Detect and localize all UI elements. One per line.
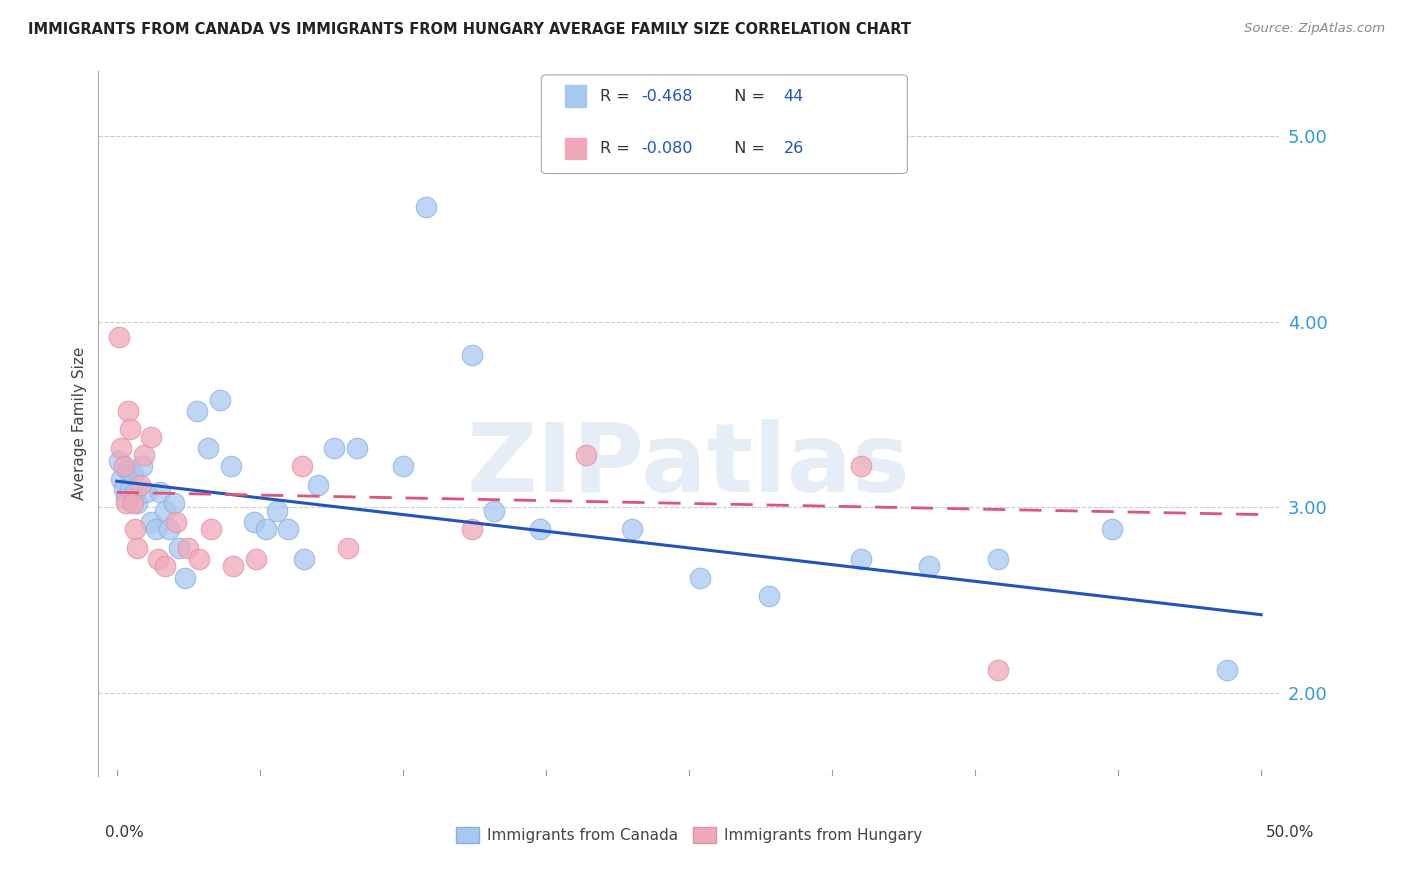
Point [176, 541, 198, 555]
Point [117, 403, 139, 417]
Point [294, 552, 316, 566]
Text: 44: 44 [783, 88, 804, 103]
Point [112, 482, 135, 496]
Text: N =: N = [724, 88, 770, 103]
Point [460, 523, 482, 537]
Point [108, 454, 131, 468]
Point [197, 441, 219, 455]
Point [120, 482, 142, 496]
Text: -0.468: -0.468 [641, 88, 693, 103]
Point [121, 496, 143, 510]
Point [245, 552, 267, 566]
Text: R =: R = [600, 88, 636, 103]
Text: R =: R = [600, 141, 636, 156]
Point [575, 448, 598, 462]
Point [139, 515, 162, 529]
Point [174, 571, 197, 585]
Bar [565, 86, 586, 107]
Point [266, 504, 288, 518]
Point [149, 485, 172, 500]
Point [165, 515, 187, 529]
Legend: Immigrants from Canada, Immigrants from Hungary: Immigrants from Canada, Immigrants from … [450, 822, 928, 849]
Point [307, 478, 329, 492]
Text: IMMIGRANTS FROM CANADA VS IMMIGRANTS FROM HUNGARY AVERAGE FAMILY SIZE CORRELATIO: IMMIGRANTS FROM CANADA VS IMMIGRANTS FRO… [28, 22, 911, 37]
Point [117, 463, 139, 477]
Point [484, 504, 506, 518]
Point [346, 441, 368, 455]
Point [987, 664, 1010, 678]
Point [120, 422, 142, 436]
Point [124, 485, 146, 500]
FancyBboxPatch shape [541, 75, 907, 174]
Point [110, 441, 132, 455]
Point [108, 329, 131, 343]
Point [254, 523, 277, 537]
Point [415, 200, 437, 214]
Point [146, 552, 169, 566]
Point [127, 496, 149, 510]
Point [219, 459, 242, 474]
Point [291, 459, 314, 474]
Text: 0.0%: 0.0% [105, 825, 145, 840]
Point [336, 541, 359, 555]
Point [110, 472, 132, 486]
Point [135, 485, 157, 500]
Point [222, 559, 245, 574]
Text: ZIPatlas: ZIPatlas [467, 419, 911, 513]
Point [200, 523, 222, 537]
Point [323, 441, 346, 455]
Point [277, 523, 299, 537]
Point [186, 403, 208, 417]
Point [157, 523, 180, 537]
Point [145, 523, 167, 537]
Y-axis label: Average Family Size: Average Family Size [72, 347, 87, 500]
Point [139, 430, 162, 444]
Point [208, 392, 231, 407]
Point [163, 496, 186, 510]
Point [1101, 523, 1123, 537]
Point [188, 552, 211, 566]
Point [620, 523, 643, 537]
Text: -0.080: -0.080 [641, 141, 693, 156]
Point [115, 496, 138, 510]
Point [115, 491, 138, 505]
Text: 50.0%: 50.0% [1267, 825, 1315, 840]
Text: Source: ZipAtlas.com: Source: ZipAtlas.com [1244, 22, 1385, 36]
Point [1216, 664, 1239, 678]
Point [392, 459, 415, 474]
Point [529, 523, 551, 537]
Point [167, 541, 190, 555]
Point [153, 559, 176, 574]
Point [849, 459, 872, 474]
Point [134, 448, 156, 462]
Point [689, 571, 711, 585]
Point [918, 559, 941, 574]
Point [121, 467, 143, 481]
Text: 26: 26 [783, 141, 804, 156]
Bar [565, 138, 586, 160]
Point [124, 523, 146, 537]
Point [127, 541, 149, 555]
Point [243, 515, 266, 529]
Text: N =: N = [724, 141, 770, 156]
Point [987, 552, 1010, 566]
Point [112, 459, 135, 474]
Point [849, 552, 872, 566]
Point [131, 459, 153, 474]
Point [758, 589, 780, 603]
Point [128, 478, 150, 492]
Point [460, 348, 482, 362]
Point [153, 504, 176, 518]
